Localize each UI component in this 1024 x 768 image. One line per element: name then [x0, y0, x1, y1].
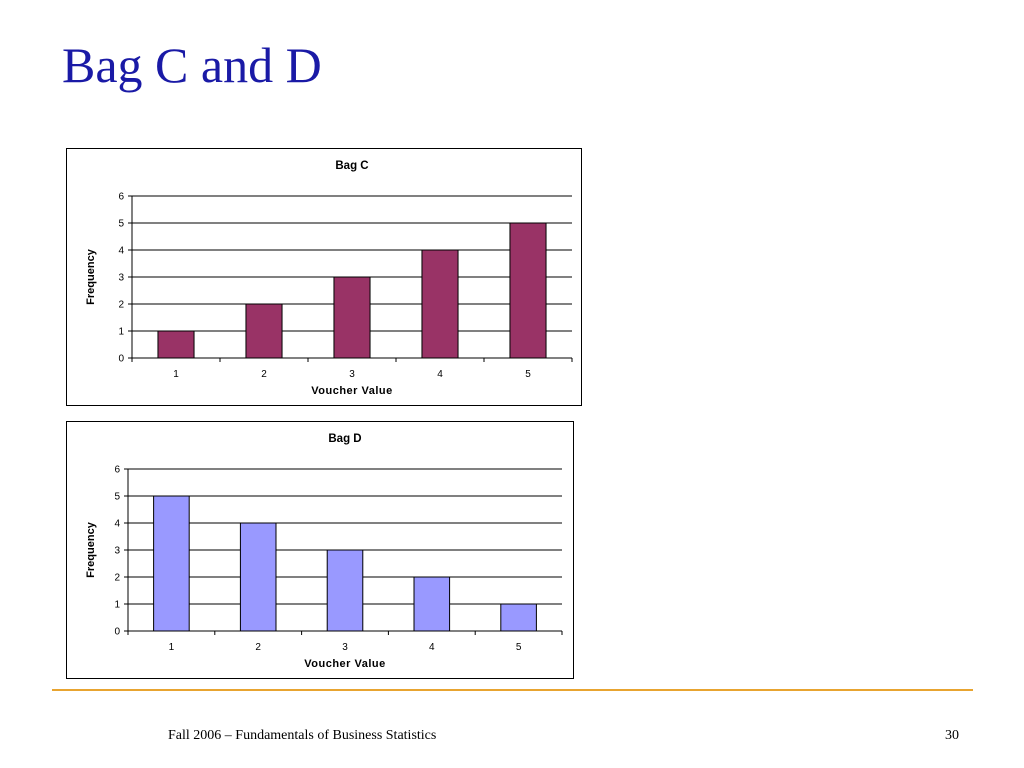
x-tick-label: 2: [255, 642, 261, 653]
y-tick-label: 4: [114, 519, 120, 530]
x-tick-label: 4: [429, 642, 435, 653]
bar: [333, 276, 371, 359]
x-tick-label: 4: [437, 369, 443, 380]
bar: [500, 603, 537, 632]
y-tick-label: 6: [114, 465, 120, 476]
x-tick-label: 1: [169, 642, 175, 653]
bar: [153, 495, 190, 632]
y-tick-label: 3: [114, 546, 120, 557]
x-tick-label: 5: [525, 369, 531, 380]
x-tick-label: 5: [516, 642, 522, 653]
bar: [245, 303, 283, 359]
y-tick-label: 1: [114, 600, 120, 611]
y-tick-label: 0: [118, 354, 124, 365]
footer-divider: [52, 689, 973, 691]
slide-title: Bag C and D: [62, 37, 322, 93]
x-tick-label: 3: [342, 642, 348, 653]
chart-bag-c: Bag C 0 1 2 3 4 5 6 1 2 3 4 5 Voucher Value Frequency: [66, 148, 582, 406]
x-tick-label: 1: [173, 369, 179, 380]
y-tick-label: 1: [118, 327, 124, 338]
x-tick-label: 3: [349, 369, 355, 380]
page-number: 30: [945, 728, 959, 743]
chart-bag-d-svg: Bag D 0 1 2 3 4 5 6 1 2 3 4 5 Voucher Value Frequency: [85, 433, 563, 670]
bar: [239, 522, 277, 632]
y-axis-label: Frequency: [85, 248, 97, 305]
bar: [157, 330, 195, 359]
y-tick-label: 4: [118, 246, 124, 257]
y-tick-label: 6: [118, 192, 124, 203]
chart-title: Bag C: [335, 160, 368, 172]
chart-bag-d: Bag D 0 1 2 3 4 5 6 1 2 3 4 5 Voucher Value Frequency: [66, 421, 574, 679]
bar: [421, 249, 459, 359]
bar: [509, 222, 547, 359]
y-tick-label: 5: [118, 219, 124, 230]
y-tick-label: 5: [114, 492, 120, 503]
chart-bag-c-svg: Bag C 0 1 2 3 4 5 6 1 2 3 4 5 Voucher Value Frequency: [85, 160, 573, 397]
x-axis-label: Voucher Value: [311, 385, 393, 397]
y-tick-label: 2: [114, 573, 120, 584]
y-tick-label: 3: [118, 273, 124, 284]
y-tick-label: 2: [118, 300, 124, 311]
x-tick-label: 2: [261, 369, 267, 380]
footer-text: Fall 2006 – Fundamentals of Business Sta…: [168, 728, 437, 743]
y-axis-label: Frequency: [85, 521, 97, 578]
chart-title: Bag D: [328, 433, 361, 445]
x-axis-label: Voucher Value: [304, 658, 386, 670]
bar: [326, 549, 364, 632]
bar: [413, 576, 451, 632]
y-tick-label: 0: [114, 627, 120, 638]
